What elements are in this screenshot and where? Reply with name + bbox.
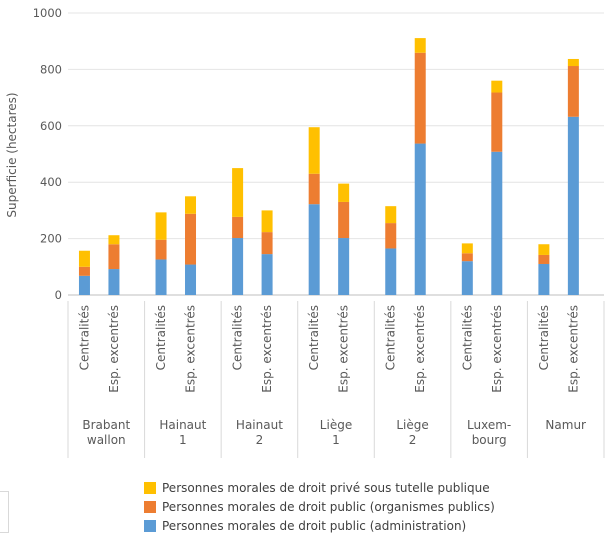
bar-segment-organismes-publics [385,223,397,249]
bar-segment-administration [491,151,503,295]
legend: Personnes morales de droit privé sous tu… [144,478,495,535]
category-label: Esp. excentrés [566,305,580,393]
bar-segment-droit-prive [538,244,550,255]
bar-segment-administration [567,116,579,295]
bar-segment-organismes-publics [308,173,320,205]
bar-segment-droit-prive [78,250,90,267]
legend-label: Personnes morales de droit public (admin… [162,518,467,533]
group-label: bourg [472,433,507,447]
group-label: wallon [87,433,126,447]
bar-segment-administration [78,275,90,295]
group-label: Hainaut [236,418,283,432]
bar-segment-organismes-publics [232,216,244,239]
group-label: Namur [545,418,586,432]
bar-segment-administration [155,259,167,295]
bar-segment-organismes-publics [461,253,473,262]
legend-swatch [144,519,156,532]
y-tick-labels: 0 200 400 600 800 1000 [33,6,62,302]
bar-segment-organismes-publics [185,213,197,265]
legend-label: Personnes morales de droit privé sous tu… [162,480,490,495]
bar-segment-administration [308,204,320,295]
bar-segment-administration [232,238,244,295]
category-label: Centralités [77,305,91,370]
bar-segment-droit-prive [185,196,197,214]
gridlines [68,12,604,296]
category-label: Centralités [384,305,398,370]
y-tick-label: 400 [40,175,62,189]
bar-segment-droit-prive [461,243,473,254]
category-label: Esp. excentrés [413,305,427,393]
legend-swatch [144,481,156,494]
category-label: Centralités [537,305,551,370]
embedded-frame-edge [0,491,9,533]
bar-segment-organismes-publics [538,254,550,264]
bar-segment-organismes-publics [338,201,350,239]
bar-segment-administration [538,263,550,295]
category-label: Centralités [460,305,474,370]
group-label: Liège [320,418,352,432]
bar-segment-droit-prive [261,210,273,233]
bar-segment-organismes-publics [261,232,273,255]
y-tick-label: 200 [40,232,62,246]
legend-label: Personnes morales de droit public (organ… [162,499,495,514]
bar-segment-organismes-publics [414,52,426,144]
bar-segment-droit-prive [491,80,503,93]
bar-segment-administration [461,261,473,295]
bar-segment-droit-prive [385,206,397,224]
group-label: 2 [409,433,417,447]
category-label: Centralités [307,305,321,370]
bar-segment-administration [385,248,397,295]
bar-segment-organismes-publics [491,92,503,152]
category-label: Centralités [154,305,168,370]
group-label: 2 [256,433,264,447]
group-label: Liège [396,418,428,432]
group-label: 1 [332,433,340,447]
legend-swatch [144,500,156,513]
category-label: Esp. excentrés [260,305,274,393]
legend-item: Personnes morales de droit privé sous tu… [144,478,495,497]
y-tick-label: 0 [55,288,62,302]
bar-segment-administration [261,254,273,295]
group-label: Luxem- [467,418,511,432]
bar-segment-droit-prive [108,235,120,245]
bar-segment-droit-prive [414,38,426,53]
group-label: 1 [179,433,187,447]
y-tick-label: 600 [40,119,62,133]
bar-segment-droit-prive [338,183,350,202]
bar-segment-droit-prive [567,58,579,67]
bars [78,38,579,295]
bar-segment-administration [185,264,197,295]
bar-segment-administration [414,143,426,295]
group-label: Brabant [82,418,130,432]
bar-segment-organismes-publics [567,66,579,117]
category-label: Esp. excentrés [184,305,198,393]
group-label: Hainaut [159,418,206,432]
bar-segment-droit-prive [155,212,167,240]
legend-item: Personnes morales de droit public (organ… [144,497,495,516]
bar-segment-droit-prive [232,168,244,217]
y-axis-title: Superficie (hectares) [5,92,19,217]
bar-segment-organismes-publics [78,266,90,276]
category-label: Esp. excentrés [337,305,351,393]
legend-item: Personnes morales de droit public (admin… [144,516,495,535]
category-label: Centralités [231,305,245,370]
category-label: Esp. excentrés [107,305,121,393]
bar-segment-administration [108,269,120,295]
bar-segment-organismes-publics [108,244,120,270]
y-tick-label: 800 [40,62,62,76]
bar-segment-organismes-publics [155,239,167,260]
category-label: Esp. excentrés [490,305,504,393]
bar-segment-droit-prive [308,127,320,174]
bar-segment-administration [338,238,350,295]
y-tick-label: 1000 [33,6,62,20]
